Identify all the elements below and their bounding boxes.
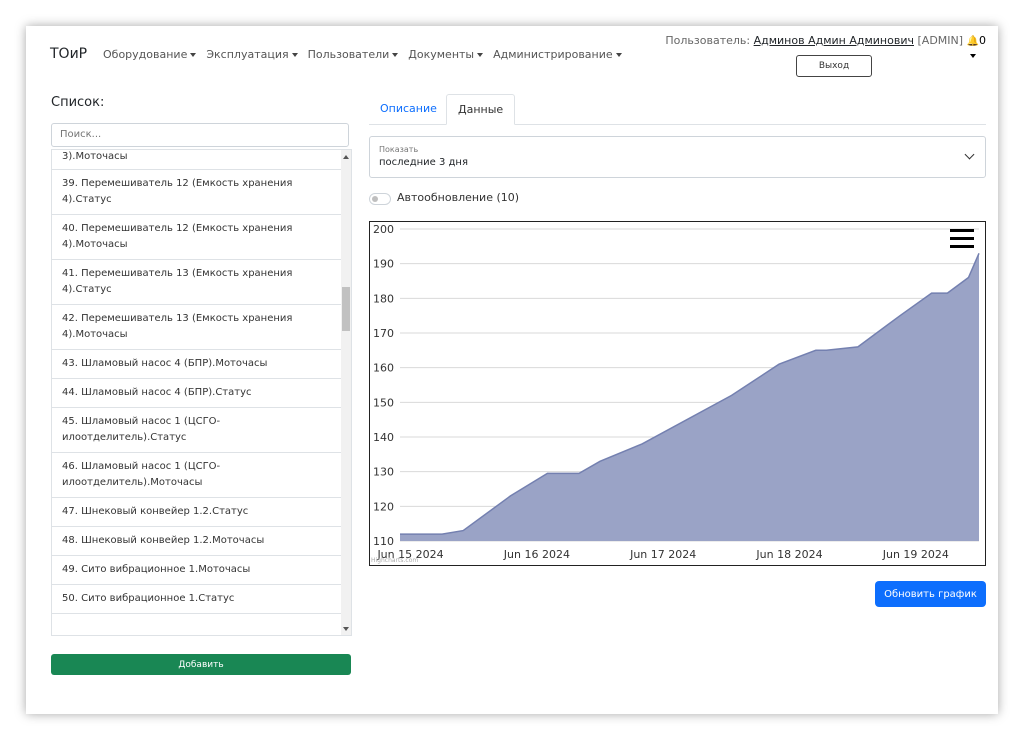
logout-button[interactable]: Выход — [796, 55, 872, 77]
nav-operation[interactable]: Эксплуатация — [206, 48, 298, 61]
list-item[interactable]: 40. Перемешиватель 12 (Емкость хранения … — [52, 215, 341, 260]
bell-icon[interactable]: 🔔 — [966, 36, 979, 47]
list-title: Список: — [51, 95, 105, 110]
y-tick-label: 130 — [373, 466, 394, 479]
chevron-down-icon — [190, 53, 197, 57]
list-item[interactable]: 45. Шламовый насос 1 (ЦСГО-илоотделитель… — [52, 408, 341, 453]
autorefresh-label: Автообновление (10) — [397, 191, 520, 204]
x-tick-label: Jun 18 2024 — [755, 548, 822, 561]
list-item[interactable]: 49. Сито вибрационное 1.Моточасы — [52, 556, 341, 585]
y-tick-label: 200 — [373, 223, 394, 236]
list-scrollbar[interactable] — [341, 150, 351, 635]
brand-logo[interactable]: ТОиР — [50, 46, 88, 62]
x-tick-label: Jun 16 2024 — [503, 548, 570, 561]
y-tick-label: 140 — [373, 431, 394, 444]
x-tick-label: Jun 15 2024 — [376, 548, 443, 561]
list-item[interactable]: 41. Перемешиватель 13 (Емкость хранения … — [52, 260, 341, 305]
chart-menu-icon[interactable] — [950, 229, 974, 249]
scrollbar-thumb[interactable] — [342, 287, 350, 331]
y-tick-label: 120 — [373, 500, 394, 513]
tab-description[interactable]: Описание — [380, 102, 437, 115]
list-item[interactable]: 48. Шнековый конвейер 1.2.Моточасы — [52, 527, 341, 556]
chevron-down-icon — [392, 53, 399, 57]
notification-count: 0 — [979, 34, 986, 47]
nav-users[interactable]: Пользователи — [308, 48, 399, 61]
period-select-label: Показать — [379, 145, 419, 154]
item-list: 3).Моточасы 39. Перемешиватель 12 (Емкос… — [51, 149, 352, 636]
x-tick-label: Jun 19 2024 — [882, 548, 949, 561]
user-prefix: Пользователь: — [665, 34, 751, 47]
list-item[interactable]: 39. Перемешиватель 12 (Емкость хранения … — [52, 170, 341, 215]
nav-administration[interactable]: Администрирование — [493, 48, 622, 61]
search-input[interactable] — [51, 123, 349, 147]
tab-bar: Описание Данные — [369, 94, 986, 125]
y-tick-label: 160 — [373, 362, 394, 375]
chevron-down-icon — [291, 53, 298, 57]
y-tick-label: 150 — [373, 396, 394, 409]
chevron-down-icon — [964, 149, 975, 160]
y-tick-label: 190 — [373, 258, 394, 271]
chevron-down-icon — [615, 53, 622, 57]
autorefresh-toggle[interactable] — [369, 193, 391, 205]
toggle-knob — [372, 196, 378, 202]
scroll-up-icon[interactable] — [343, 155, 349, 159]
main-nav: Оборудование Эксплуатация Пользователи Д… — [103, 48, 622, 61]
y-tick-label: 170 — [373, 327, 394, 340]
add-button[interactable]: Добавить — [51, 654, 351, 675]
y-tick-label: 110 — [373, 535, 394, 548]
x-tick-label: Jun 17 2024 — [629, 548, 696, 561]
period-select-value: последние 3 дня — [379, 157, 468, 168]
chevron-down-icon — [477, 53, 484, 57]
list-item[interactable]: 3).Моточасы — [52, 150, 341, 170]
data-chart: 110 120 130 140 150 160 170 180 190 200 Jun 15 202… — [369, 221, 986, 566]
nav-documents[interactable]: Документы — [408, 48, 484, 61]
user-role: [ADMIN] — [917, 34, 964, 47]
user-name-link[interactable]: Админов Админ Админович — [753, 34, 914, 47]
chevron-down-icon[interactable] — [970, 54, 976, 58]
list-item[interactable]: 47. Шнековый конвейер 1.2.Статус — [52, 498, 341, 527]
list-item[interactable]: 43. Шламовый насос 4 (БПР).Моточасы — [52, 350, 341, 379]
refresh-chart-button[interactable]: Обновить график — [875, 581, 986, 607]
list-item[interactable]: 44. Шламовый насос 4 (БПР).Статус — [52, 379, 341, 408]
scroll-down-icon[interactable] — [343, 627, 349, 631]
list-item[interactable]: 42. Перемешиватель 13 (Емкость хранения … — [52, 305, 341, 350]
series-area — [400, 253, 979, 542]
user-info: Пользователь: Админов Админ Админович [A… — [665, 34, 986, 47]
y-tick-label: 180 — [373, 292, 394, 305]
chart-svg: 110 120 130 140 150 160 170 180 190 200 Jun 15 202… — [373, 223, 980, 561]
tab-data[interactable]: Данные — [446, 94, 516, 125]
app-window: ТОиР Оборудование Эксплуатация Пользоват… — [26, 26, 998, 714]
series-line — [400, 253, 980, 535]
chart-credit[interactable]: Highcharts.com — [371, 557, 419, 564]
list-item[interactable]: 46. Шламовый насос 1 (ЦСГО-илоотделитель… — [52, 453, 341, 498]
list-item[interactable]: 50. Сито вибрационное 1.Статус — [52, 585, 341, 614]
period-select[interactable]: Показать последние 3 дня — [369, 136, 986, 178]
nav-equipment[interactable]: Оборудование — [103, 48, 197, 61]
